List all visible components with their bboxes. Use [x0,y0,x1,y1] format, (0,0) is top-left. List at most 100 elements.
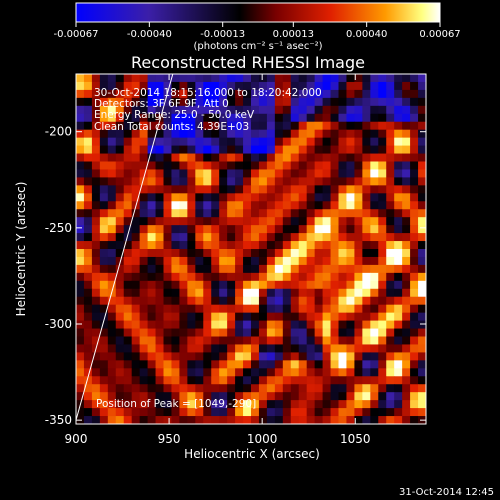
heatmap-cell [76,121,85,131]
heatmap-cell [338,201,347,210]
heatmap-cell [203,89,212,99]
heatmap-cell [362,185,371,194]
heatmap-cell [76,89,85,99]
heatmap-cell [314,81,323,91]
heatmap-cell [306,177,316,186]
heatmap-cell [131,360,141,369]
heatmap-cell [354,233,363,242]
heatmap-cell [147,209,156,218]
heatmap-cell [76,312,85,321]
heatmap-cell [139,241,148,250]
heatmap-cell [99,352,109,361]
heatmap-cell [203,408,212,417]
heatmap-cell [354,185,363,194]
heatmap-cell [163,352,172,361]
heatmap-cell [83,225,93,234]
heatmap-cell [370,161,379,170]
heatmap-cell [306,169,316,178]
heatmap-cell [115,81,125,91]
heatmap-cell [171,105,180,115]
heatmap-cell [410,408,419,417]
heatmap-cell [195,121,204,131]
heatmap-cell [306,193,316,202]
heatmap-cell [243,344,252,353]
heatmap-cell [147,360,156,369]
heatmap-cell [227,241,236,250]
heatmap-cell [402,209,411,218]
heatmap-cell [211,256,220,266]
heatmap-cell [219,376,228,385]
heatmap-cell [219,368,228,377]
heatmap-cell [155,320,164,329]
heatmap-cell [410,145,419,154]
heatmap-cell [370,312,379,321]
heatmap-cell [362,145,371,154]
heatmap-cell [378,201,387,210]
heatmap-cell [386,161,395,170]
heatmap-cell [386,336,395,345]
heatmap-cell [235,312,244,321]
heatmap-cell [346,288,355,298]
heatmap-cell [235,296,244,306]
heatmap-cell [290,161,300,170]
heatmap-cell [322,328,331,337]
heatmap-cell [418,217,426,226]
heatmap-cell [131,241,141,250]
heatmap-cell [179,296,188,306]
heatmap-cell [227,360,236,369]
heatmap-cell [227,233,236,242]
heatmap-cell [378,249,387,258]
heatmap-cell [91,121,101,131]
heatmap-cell [211,209,220,218]
heatmap-cell [195,312,204,321]
heatmap-cell [155,217,164,226]
heatmap-cell [123,280,133,290]
heatmap-cell [187,209,196,218]
heatmap-cell [83,312,93,321]
heatmap-cell [195,169,204,178]
heatmap-cell [123,360,133,369]
heatmap-cell [290,304,300,314]
heatmap-cell [314,288,323,298]
heatmap-cell [290,272,300,282]
heatmap-cell [282,105,292,115]
heatmap-cell [139,74,148,83]
heatmap-cell [251,74,260,83]
heatmap-cell [251,256,260,266]
heatmap-cell [378,217,387,226]
heatmap-cell [219,249,228,258]
heatmap-cell [83,209,93,218]
heatmap-cell [258,161,268,170]
heatmap-cell [251,320,260,329]
heatmap-cell [243,81,252,91]
heatmap-cell [203,105,212,115]
heatmap-cell [243,264,252,274]
heatmap-cell [258,81,268,91]
heatmap-cell [187,74,196,83]
heatmap-cell [274,153,284,162]
heatmap-cell [211,153,220,162]
heatmap-cell [227,408,236,417]
heatmap-cell [99,344,109,353]
heatmap-cell [362,137,371,146]
heatmap-cell [227,344,236,353]
heatmap-cell [251,344,260,353]
heatmap-cell [211,185,220,194]
heatmap-cell [354,272,363,282]
heatmap-cell [290,105,300,115]
heatmap-cell [147,153,156,162]
heatmap-cell [203,137,212,146]
heatmap-cell [155,416,164,424]
heatmap-cell [378,193,387,202]
heatmap-cell [227,177,236,186]
heatmap-cell [243,376,252,385]
heatmap-cell [338,352,347,361]
heatmap-cell [115,97,125,107]
heatmap-cell [83,368,93,377]
heatmap-cell [115,153,125,162]
heatmap-cell [147,320,156,329]
heatmap-cell [115,249,125,258]
heatmap-cell [211,344,220,353]
heatmap-cell [211,217,220,226]
heatmap-cell [378,400,387,409]
